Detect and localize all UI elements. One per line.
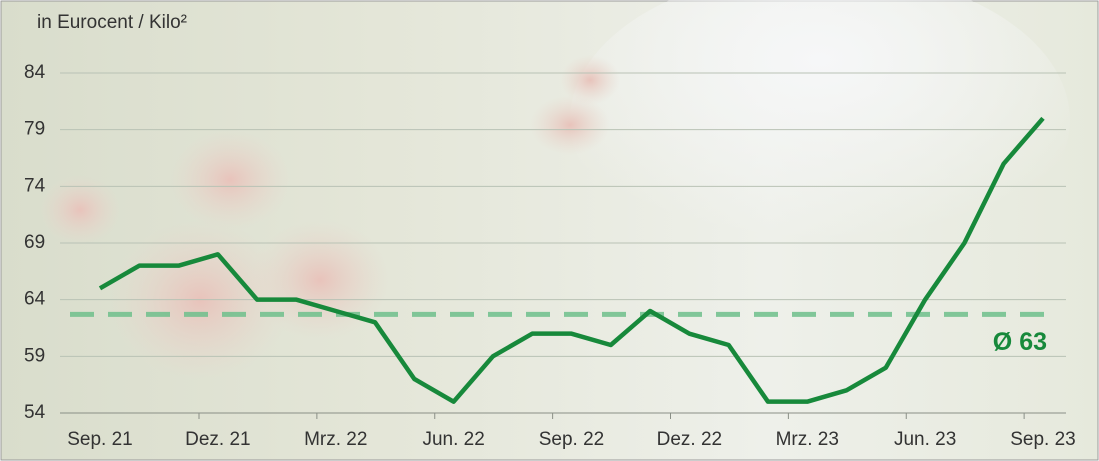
- background-apple: [40, 175, 120, 245]
- x-tick-label: Dez. 21: [185, 429, 250, 450]
- y-tick-label: 59: [24, 345, 45, 366]
- y-tick-label: 74: [24, 175, 46, 196]
- y-tick-label: 64: [24, 289, 46, 310]
- background-apple: [170, 130, 290, 230]
- x-tick-label: Jun. 22: [422, 429, 484, 450]
- y-axis-label: in Eurocent / Kilo²: [37, 12, 187, 33]
- y-tick-label: 69: [24, 232, 45, 253]
- y-tick-label: 79: [24, 119, 45, 140]
- x-tick-label: Sep. 22: [539, 429, 605, 450]
- x-tick-label: Mrz. 23: [776, 429, 839, 450]
- background-light: [570, 0, 1070, 270]
- series-line: [98, 116, 1045, 404]
- background-apple: [250, 220, 390, 340]
- x-tick-label: Jun. 23: [894, 429, 956, 450]
- background-apple: [530, 95, 610, 155]
- x-tick-label: Mrz. 22: [304, 429, 367, 450]
- x-tick-label: Sep. 23: [1010, 429, 1076, 450]
- y-tick-label: 84: [24, 62, 46, 83]
- x-tick-label: Dez. 22: [657, 429, 722, 450]
- x-tick-label: Sep. 21: [67, 429, 133, 450]
- background-apple: [560, 55, 620, 105]
- average-label: Ø 63: [993, 328, 1047, 356]
- y-tick-label: 54: [24, 402, 46, 423]
